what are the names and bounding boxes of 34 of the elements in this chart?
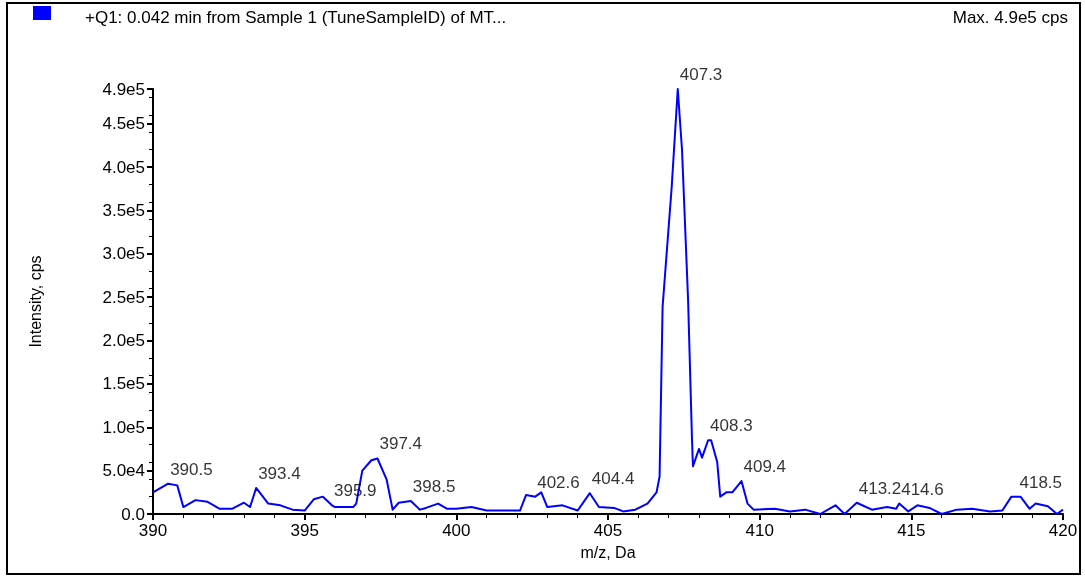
annotation: 397.4	[379, 434, 423, 454]
annotation: 390.5	[170, 459, 213, 479]
y-tick-label: 2.0e5	[102, 331, 145, 351]
annotation: 409.4	[743, 457, 787, 477]
y-tick-label: 1.0e5	[102, 417, 145, 437]
y-tick-label: 3.5e5	[102, 200, 145, 220]
x-tick-label: 415	[897, 521, 926, 540]
x-tick-label: 390	[138, 521, 168, 540]
annotation: 413.2	[858, 478, 902, 498]
x-tick-label: 400	[442, 521, 471, 540]
y-tick-label: 4.5e5	[102, 114, 145, 134]
annotation: 407.3	[679, 65, 723, 84]
x-tick-label: 420	[1048, 521, 1078, 540]
x-tick-label: 405	[593, 521, 623, 540]
y-axis-title: Intensity, cps	[26, 255, 44, 348]
y-tick-label: 0.0	[121, 504, 145, 524]
chart-subtitle: Max. 4.9e5 cps	[952, 8, 1068, 27]
x-axis-title: m/z, Da	[580, 543, 636, 561]
y-tick-label: 2.5e5	[102, 287, 145, 307]
x-tick-label: 410	[745, 521, 774, 540]
x-tick-label: 395	[290, 521, 319, 540]
annotation: 402.6	[537, 472, 580, 492]
annotation: 414.6	[901, 479, 944, 499]
annotation: 418.5	[1019, 472, 1063, 492]
annotation: 393.4	[258, 463, 301, 483]
annotation: 398.5	[412, 476, 456, 496]
y-tick-label: 1.5e5	[102, 374, 145, 394]
annotation: 404.4	[591, 469, 635, 489]
y-tick-label: 4.0e5	[102, 157, 145, 177]
y-tick-label: 3.0e5	[102, 244, 145, 264]
annotation: 408.3	[710, 416, 753, 436]
y-tick-label: 4.9e5	[102, 79, 145, 99]
y-tick-label: 5.0e4	[102, 461, 145, 481]
chart-title: +Q1: 0.042 min from Sample 1 (TuneSampleID) of MT...	[85, 8, 507, 27]
